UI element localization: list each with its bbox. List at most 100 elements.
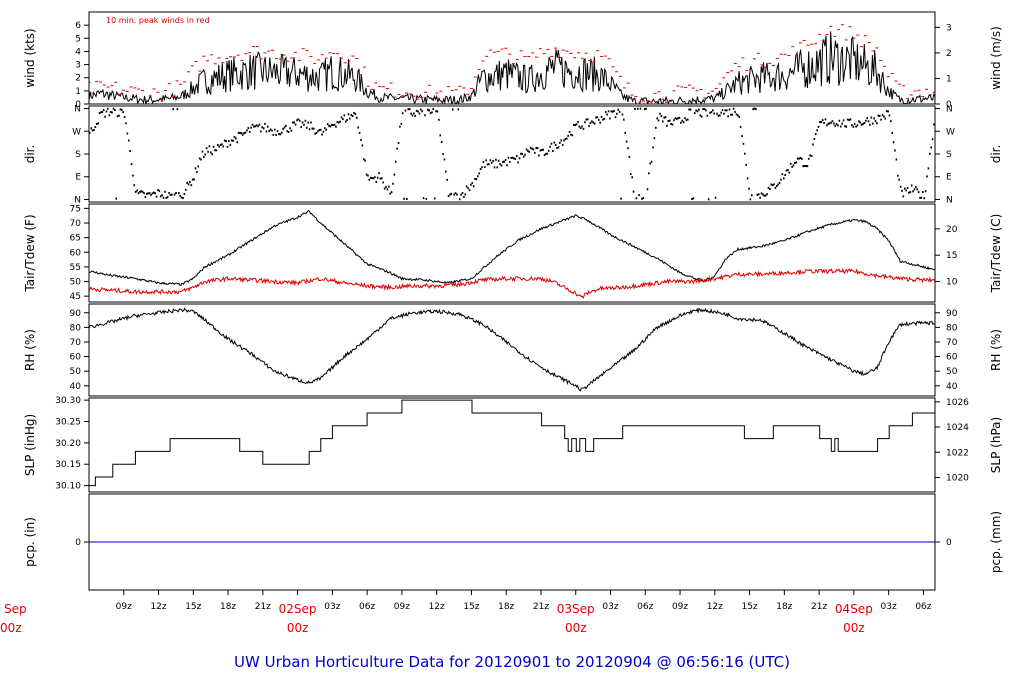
direction-point (731, 113, 734, 116)
direction-point (877, 114, 880, 117)
direction-point (225, 140, 227, 143)
direction-point (404, 109, 407, 112)
direction-point (356, 116, 358, 119)
rh-ytick-label-right: 60 (946, 353, 958, 363)
direction-point (653, 137, 656, 140)
direction-point (803, 165, 806, 168)
direction-point (432, 108, 435, 111)
direction-point (871, 122, 874, 125)
direction-point (593, 122, 596, 125)
direction-point (399, 125, 401, 128)
direction-point (336, 120, 339, 123)
direction-point (329, 125, 332, 128)
rh-ytick-label-left: 70 (70, 338, 82, 348)
direction-point (674, 117, 677, 120)
direction-point (517, 161, 519, 164)
direction-point (178, 192, 180, 195)
direction-point (372, 177, 375, 180)
direction-point (703, 108, 706, 111)
direction-point (94, 126, 97, 129)
direction-point (618, 110, 621, 113)
direction-point (91, 129, 94, 132)
direction-point (382, 181, 385, 184)
direction-point (211, 153, 213, 156)
direction-point (769, 188, 771, 191)
direction-point (369, 176, 372, 179)
direction-point (440, 140, 443, 143)
direction-point (625, 140, 628, 143)
wind-ytick-label-right: 0 (946, 100, 952, 110)
temp-ylabel-right: Tair/Tdew (C) (989, 214, 1003, 294)
direction-point (812, 143, 814, 146)
direction-point (333, 123, 336, 126)
direction-point (479, 168, 482, 171)
direction-point (735, 113, 738, 116)
direction-point (241, 133, 244, 136)
direction-point (762, 193, 764, 196)
direction-point (233, 135, 236, 138)
direction-point (278, 133, 280, 136)
direction-point (197, 165, 200, 168)
direction-point (691, 198, 693, 201)
x-tick-label: 21z (533, 602, 549, 612)
temp-ytick-label-left: 75 (70, 204, 81, 214)
direction-point (839, 125, 842, 128)
direction-point (394, 160, 397, 163)
direction-point (132, 174, 134, 177)
direction-point (529, 146, 532, 149)
direction-point (297, 118, 300, 121)
direction-point (175, 192, 177, 195)
direction-point (253, 125, 255, 128)
slp-frame (88, 397, 936, 493)
direction-point (611, 110, 614, 113)
direction-point (917, 191, 920, 194)
pcp-frame (88, 493, 936, 591)
direction-point (617, 108, 620, 111)
direction-point (673, 119, 675, 122)
direction-point (122, 111, 124, 114)
direction-point (119, 108, 122, 111)
direction-point (905, 189, 907, 192)
direction-point (851, 124, 853, 127)
direction-point (322, 130, 325, 133)
direction-point (485, 159, 487, 162)
direction-point (287, 130, 290, 133)
direction-point (545, 152, 547, 155)
direction-point (429, 112, 432, 115)
direction-point (646, 188, 649, 191)
direction-point (486, 163, 489, 166)
direction-point (775, 184, 778, 187)
direction-point (260, 130, 262, 133)
direction-point (250, 126, 252, 129)
direction-point (237, 131, 240, 134)
direction-point (547, 149, 550, 152)
direction-point (650, 160, 653, 163)
direction-point (182, 197, 184, 200)
x-axis: 09z 12z 15z 18z 21z 02Sep 00z 03z 06z 09z 12z 15z 18… (0, 590, 932, 635)
slp-ytick-label-right: 1020 (946, 473, 969, 483)
direction-point (827, 122, 830, 125)
direction-point (887, 110, 889, 113)
direction-point (570, 133, 572, 136)
direction-point (599, 121, 601, 124)
direction-point (248, 130, 251, 133)
direction-point (330, 123, 333, 126)
direction-point (222, 145, 225, 148)
direction-point (895, 158, 898, 161)
direction-point (472, 185, 475, 188)
direction-point (518, 157, 521, 160)
direction-point (317, 130, 319, 133)
direction-point (139, 190, 141, 193)
direction-point (760, 192, 763, 195)
direction-point (343, 114, 346, 117)
direction-point (468, 189, 471, 192)
direction-point (504, 159, 507, 162)
direction-point (335, 125, 337, 128)
temp-ytick-label-left: 55 (70, 263, 81, 273)
direction-point (374, 176, 376, 179)
direction-point (714, 196, 717, 199)
direction-point (628, 155, 631, 158)
rh-ytick-label-left: 80 (70, 323, 82, 333)
direction-point (668, 119, 671, 122)
direction-point (933, 123, 935, 126)
